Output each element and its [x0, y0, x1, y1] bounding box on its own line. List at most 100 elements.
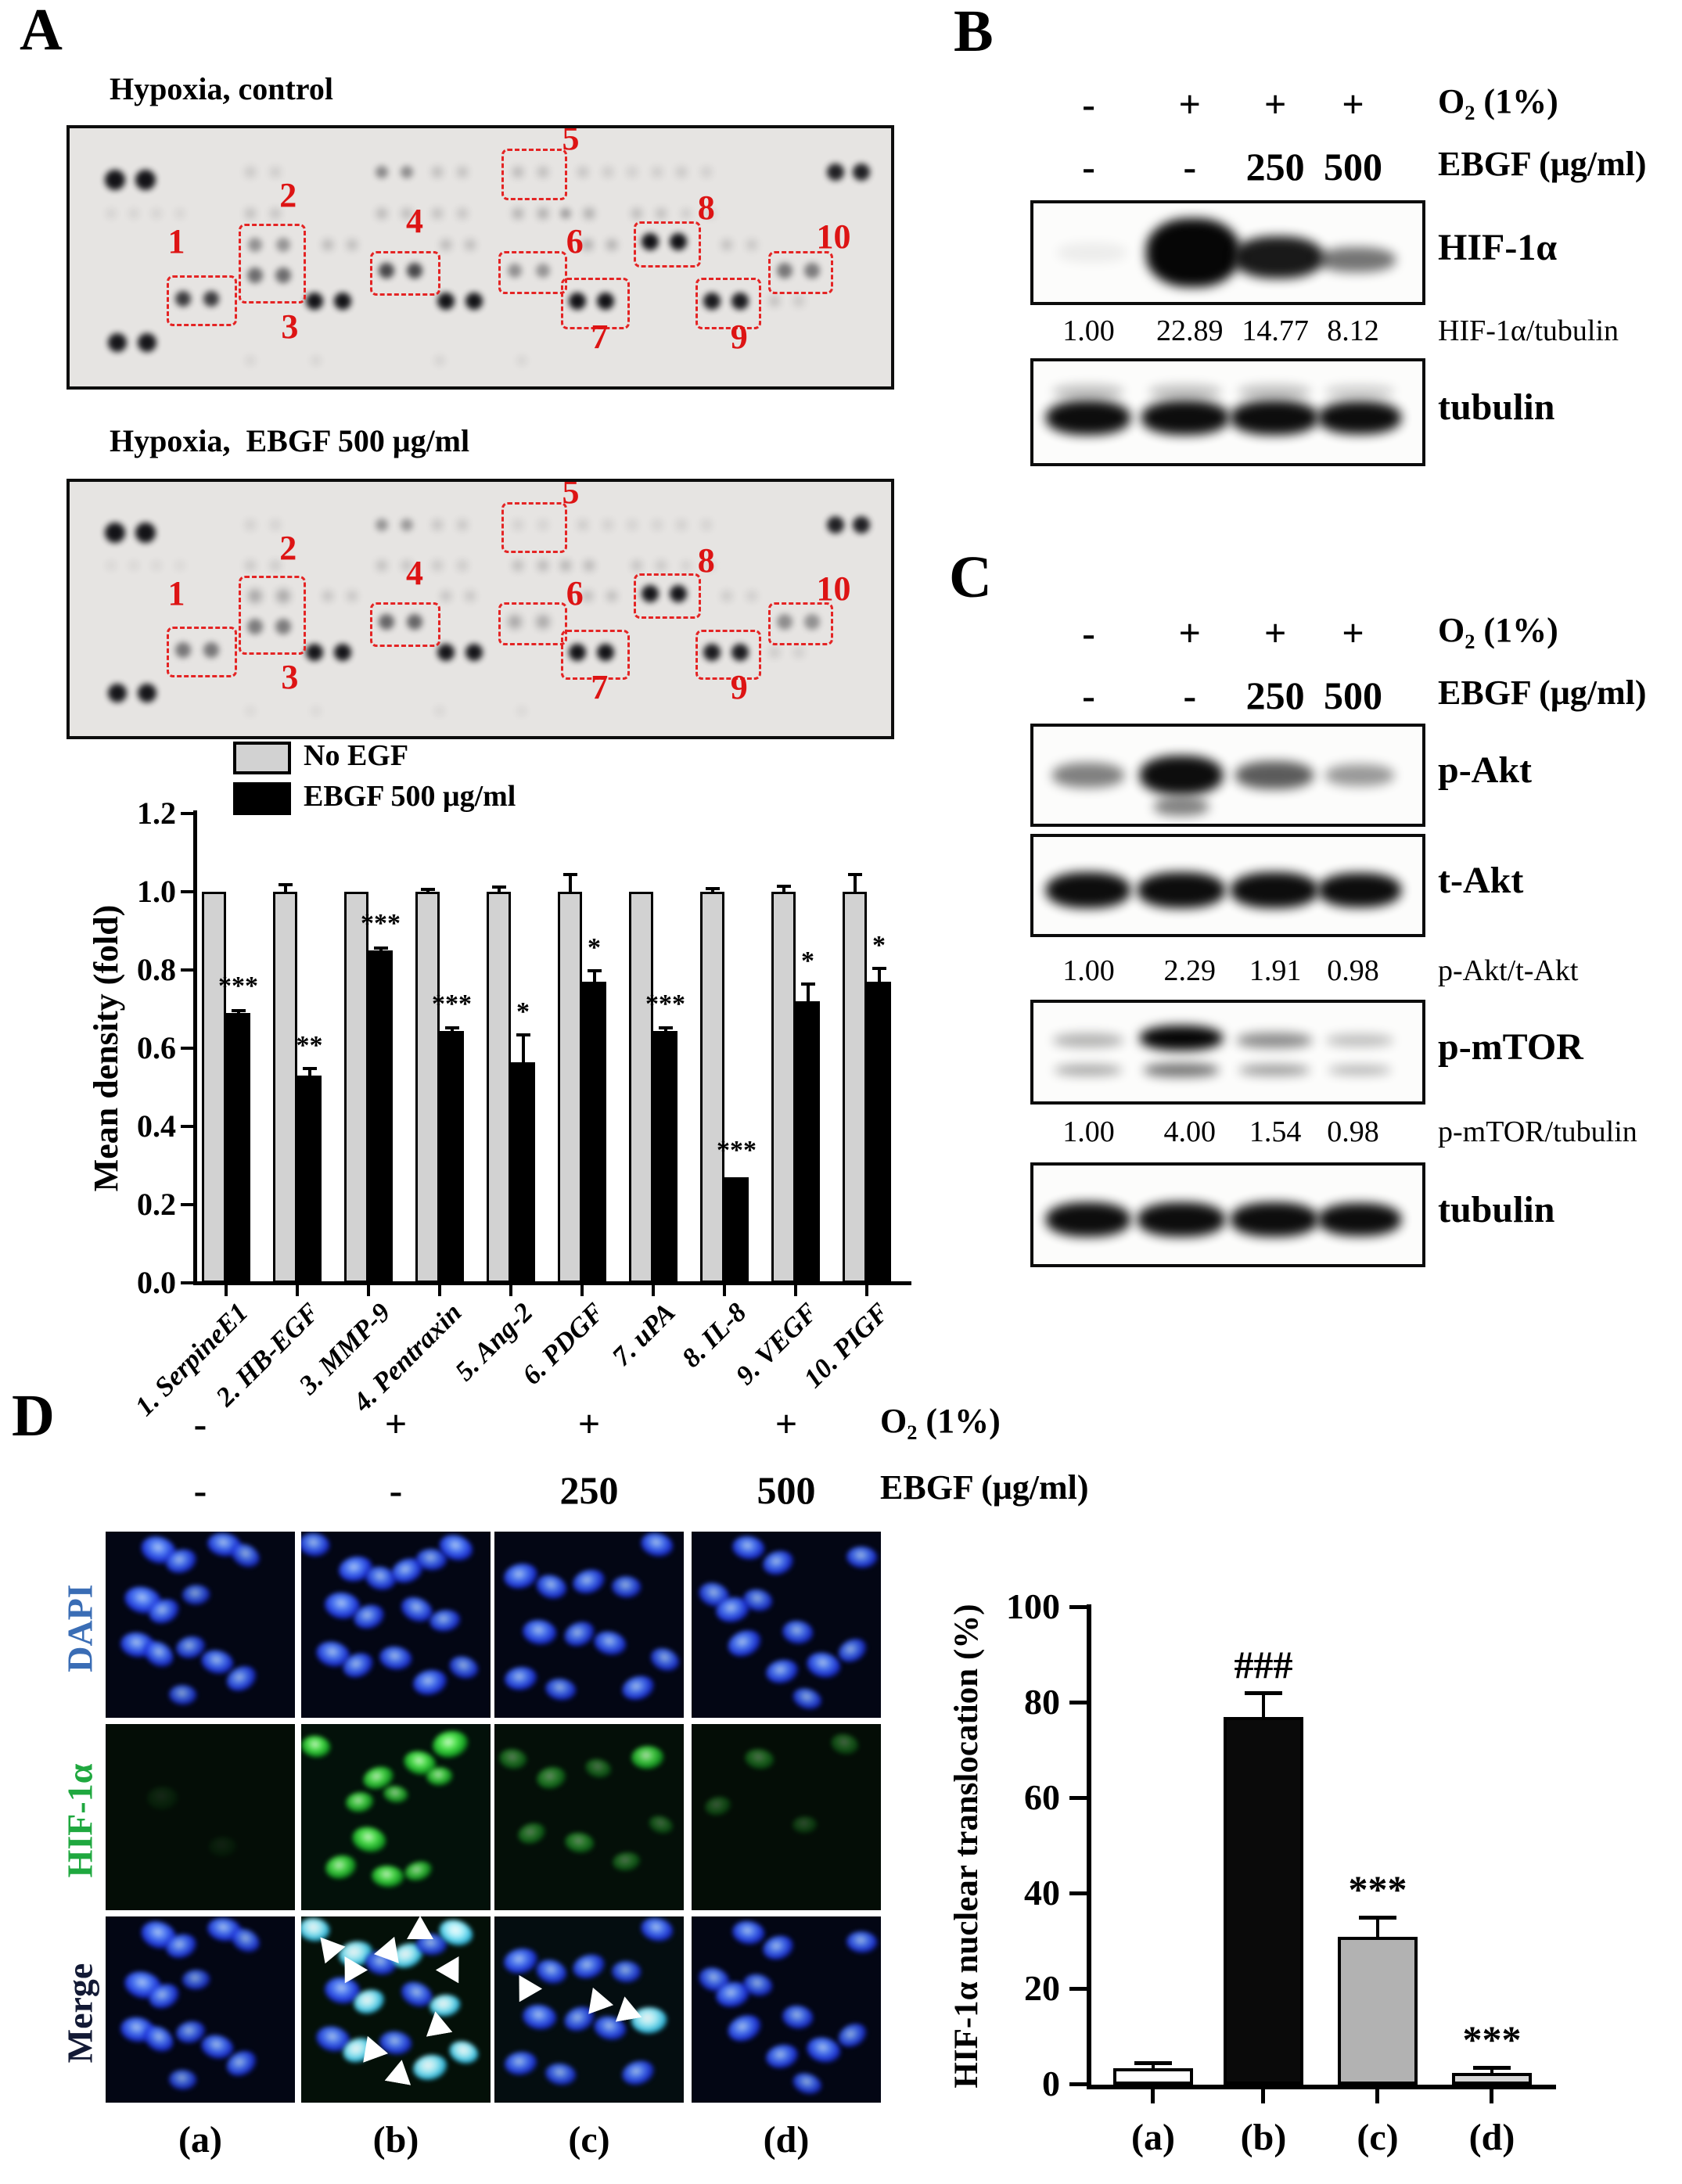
protein-dot [537, 560, 548, 572]
condition-value: - [1082, 611, 1095, 655]
condition-value: + [577, 1402, 601, 1446]
cell-nucleus [543, 2061, 578, 2089]
error-bar-cap [1134, 2060, 1172, 2065]
protein-dot [203, 290, 219, 307]
error-bar [497, 887, 501, 892]
protein-dot [275, 268, 291, 284]
cell-nucleus [583, 1756, 614, 1782]
condition-value: + [1178, 611, 1202, 655]
annotation-number: 6 [566, 574, 584, 612]
protein-band [1317, 246, 1396, 272]
protein-dot [768, 646, 780, 658]
cell-nucleus [646, 1643, 683, 1676]
cell-nucleus [411, 1667, 449, 1698]
annotation-number: 8 [697, 189, 715, 228]
protein-dot [535, 614, 550, 629]
x-tick [1151, 2089, 1155, 2103]
bar-ebgf500 [297, 1076, 322, 1283]
y-tick [181, 1125, 193, 1128]
protein-dot [379, 613, 395, 630]
protein-dot [596, 293, 614, 311]
blot-protein-label: t-Akt [1438, 860, 1524, 901]
cell-nucleus [323, 1853, 359, 1882]
y-tick [1069, 1796, 1087, 1800]
condition-value: - [1183, 674, 1197, 717]
protein-dot [104, 523, 125, 543]
cell-nucleus [570, 1566, 609, 1598]
micrograph-dapi-d [692, 1532, 881, 1718]
cell-nucleus [209, 1837, 238, 1858]
protein-dot [333, 293, 351, 311]
annotation-box [370, 602, 441, 647]
protein-dot [746, 591, 757, 602]
error-bar-cap [705, 887, 720, 890]
protein-band [1045, 1202, 1130, 1237]
legend-swatch-no-egf [233, 742, 291, 774]
bar-no-egf [273, 892, 297, 1283]
cell-nucleus [845, 1545, 879, 1571]
protein-dot [508, 263, 523, 278]
protein-band [1318, 401, 1402, 434]
cell-nucleus [182, 1969, 211, 1990]
y-tick [181, 1281, 193, 1284]
cell-nucleus [612, 1851, 642, 1873]
bar-a [1113, 2067, 1193, 2085]
micrograph-dapi-c [494, 1532, 684, 1718]
error-bar-cap [562, 872, 577, 876]
cell-nucleus [760, 1932, 797, 1964]
error-bar [853, 874, 857, 892]
condition-label: O₂ (1%) [880, 1402, 1001, 1440]
annotation-box [560, 629, 630, 680]
bar-c [1338, 1936, 1418, 2085]
protein-dot [107, 332, 127, 352]
protein-band [1139, 756, 1223, 795]
ratio-value: 0.98 [1327, 1115, 1379, 1148]
protein-dot [670, 585, 688, 602]
y-axis-title: HIF-1α nuclear translocation (%) [948, 1604, 985, 2089]
cell-nucleus [789, 1684, 825, 1714]
bar-ebgf500 [724, 1177, 749, 1283]
annotation-number: 10 [816, 217, 851, 256]
cell-nucleus [301, 1532, 332, 1559]
annotation-number: 7 [591, 318, 609, 357]
bar-no-egf [629, 892, 653, 1283]
ratio-label: p-Akt/t-Akt [1438, 954, 1579, 987]
cell-nucleus [516, 1820, 549, 1848]
protein-band [1318, 1203, 1402, 1237]
protein-dot [437, 643, 455, 661]
x-axis [193, 1281, 911, 1285]
cell-nucleus [631, 2007, 668, 2035]
bar-b [1224, 1717, 1303, 2085]
cell-nucleus [789, 2069, 825, 2099]
error-bar [283, 885, 287, 892]
micrograph-dapi-b [301, 1532, 491, 1718]
protein-dot [577, 519, 589, 531]
protein-band [1153, 796, 1209, 816]
protein-dot [676, 167, 688, 178]
annotation-number: 8 [697, 541, 715, 580]
protein-dot [401, 560, 412, 572]
significance-marker: * [588, 933, 601, 962]
cell-nucleus [377, 1643, 415, 1673]
blot-protein-label: p-Akt [1438, 749, 1533, 791]
western-blot-tubulin [1030, 1162, 1425, 1267]
condition-value: - [1082, 674, 1095, 717]
protein-dot [516, 706, 527, 716]
protein-dot [376, 560, 387, 572]
bar-no-egf [843, 892, 867, 1283]
protein-dot [577, 167, 589, 178]
protein-dot [245, 167, 256, 178]
protein-band [1045, 872, 1130, 909]
protein-dot [407, 262, 422, 278]
arrowhead-marker [407, 1916, 433, 1939]
bar-no-egf [344, 892, 368, 1283]
cell-nucleus [619, 2056, 658, 2089]
protein-dot [516, 356, 527, 365]
bar-ebgf500 [226, 1013, 250, 1283]
protein-dot [721, 591, 732, 602]
ratio-value: 1.54 [1249, 1115, 1302, 1148]
cell-nucleus [446, 2037, 482, 2068]
protein-dot [602, 519, 613, 531]
cell-nucleus [724, 2010, 765, 2046]
error-bar [450, 1027, 454, 1031]
